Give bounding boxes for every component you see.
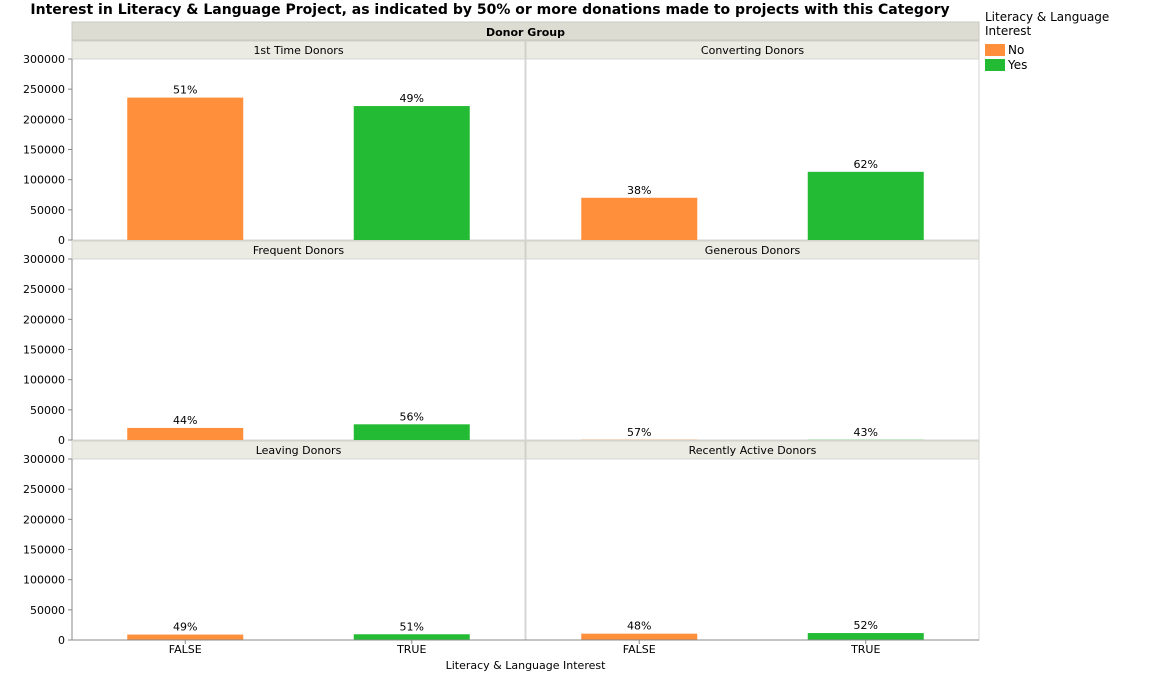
data-label-leaving-donors-true: 51% bbox=[400, 620, 424, 633]
group-header-label: Donor Group bbox=[486, 26, 565, 39]
y-tick-label-row3: 50000 bbox=[30, 604, 65, 617]
panel-title-frequent-donors: Frequent Donors bbox=[253, 244, 345, 257]
bar-frequent-donors-false bbox=[127, 427, 244, 440]
data-label-recently-active-donors-true: 52% bbox=[854, 619, 878, 632]
data-label-generous-donors-true: 43% bbox=[854, 426, 878, 439]
y-tick-label-row3: 0 bbox=[58, 634, 65, 647]
y-tick-label-row3: 200000 bbox=[23, 513, 65, 526]
x-axis-title: Literacy & Language Interest bbox=[446, 659, 607, 672]
panel-title-recently-active-donors: Recently Active Donors bbox=[689, 444, 817, 457]
legend-label-no: No bbox=[1008, 42, 1025, 57]
bar-converting-donors-false bbox=[581, 197, 698, 240]
data-label-recently-active-donors-false: 48% bbox=[627, 620, 651, 633]
bar-leaving-donors-false bbox=[127, 634, 244, 640]
legend: Literacy & Language Interest No Yes bbox=[985, 10, 1154, 72]
y-tick-label-row2: 250000 bbox=[23, 283, 65, 296]
data-label-converting-donors-true: 62% bbox=[854, 158, 878, 171]
y-tick-label-row1: 200000 bbox=[23, 113, 65, 126]
x-tick-label-true: TRUE bbox=[850, 643, 880, 656]
y-tick-label-row2: 0 bbox=[58, 434, 65, 447]
data-label-leaving-donors-false: 49% bbox=[173, 621, 197, 634]
x-tick-label-true: TRUE bbox=[396, 643, 426, 656]
data-label-1st-time-donors-true: 49% bbox=[400, 92, 424, 105]
y-tick-label-row3: 100000 bbox=[23, 574, 65, 587]
data-label-generous-donors-false: 57% bbox=[627, 426, 651, 439]
data-label-1st-time-donors-false: 51% bbox=[173, 84, 197, 97]
y-tick-label-row2: 100000 bbox=[23, 374, 65, 387]
bar-leaving-donors-true bbox=[353, 634, 470, 640]
chart-title: Interest in Literacy & Language Project,… bbox=[30, 2, 950, 18]
panel-title-leaving-donors: Leaving Donors bbox=[256, 444, 342, 457]
y-tick-label-row2: 200000 bbox=[23, 313, 65, 326]
panel-title-converting-donors: Converting Donors bbox=[701, 44, 804, 57]
panel-frame-generous-donors bbox=[525, 258, 980, 441]
y-tick-label-row2: 300000 bbox=[23, 253, 65, 266]
y-tick-label-row1: 150000 bbox=[23, 144, 65, 157]
panel-frame-converting-donors bbox=[525, 58, 980, 241]
y-tick-label-row1: 300000 bbox=[23, 53, 65, 66]
x-tick-label-false: FALSE bbox=[169, 643, 202, 656]
legend-item-yes[interactable]: Yes bbox=[985, 57, 1154, 72]
y-tick-label-row2: 150000 bbox=[23, 344, 65, 357]
legend-title: Literacy & Language Interest bbox=[985, 10, 1110, 38]
x-tick-label-false: FALSE bbox=[623, 643, 656, 656]
bar-recently-active-donors-true bbox=[807, 633, 924, 640]
panel-title-1st-time-donors: 1st Time Donors bbox=[253, 44, 343, 57]
y-tick-label-row3: 250000 bbox=[23, 483, 65, 496]
legend-swatch-yes bbox=[985, 58, 1005, 71]
panel-frame-frequent-donors bbox=[71, 258, 526, 441]
panel-frame-recently-active-donors bbox=[525, 458, 980, 641]
legend-label-yes: Yes bbox=[1008, 57, 1028, 72]
legend-swatch-no bbox=[985, 43, 1005, 56]
y-tick-label-row3: 300000 bbox=[23, 453, 65, 466]
panel-frame-leaving-donors bbox=[71, 458, 526, 641]
y-tick-label-row1: 100000 bbox=[23, 174, 65, 187]
y-tick-label-row2: 50000 bbox=[30, 404, 65, 417]
bar-frequent-donors-true bbox=[353, 424, 470, 440]
y-tick-label-row3: 150000 bbox=[23, 544, 65, 557]
group-header-strip bbox=[71, 21, 980, 41]
bar-converting-donors-true bbox=[807, 171, 924, 240]
y-tick-label-row1: 250000 bbox=[23, 83, 65, 96]
panel-title-generous-donors: Generous Donors bbox=[705, 244, 801, 257]
legend-item-no[interactable]: No bbox=[985, 42, 1154, 57]
bar-recently-active-donors-false bbox=[581, 633, 698, 640]
data-label-converting-donors-false: 38% bbox=[627, 184, 651, 197]
bar-1st-time-donors-true bbox=[353, 106, 470, 240]
y-tick-label-row1: 50000 bbox=[30, 204, 65, 217]
y-tick-label-row1: 0 bbox=[58, 234, 65, 247]
data-label-frequent-donors-true: 56% bbox=[400, 410, 424, 423]
bar-1st-time-donors-false bbox=[127, 97, 244, 240]
data-label-frequent-donors-false: 44% bbox=[173, 414, 197, 427]
